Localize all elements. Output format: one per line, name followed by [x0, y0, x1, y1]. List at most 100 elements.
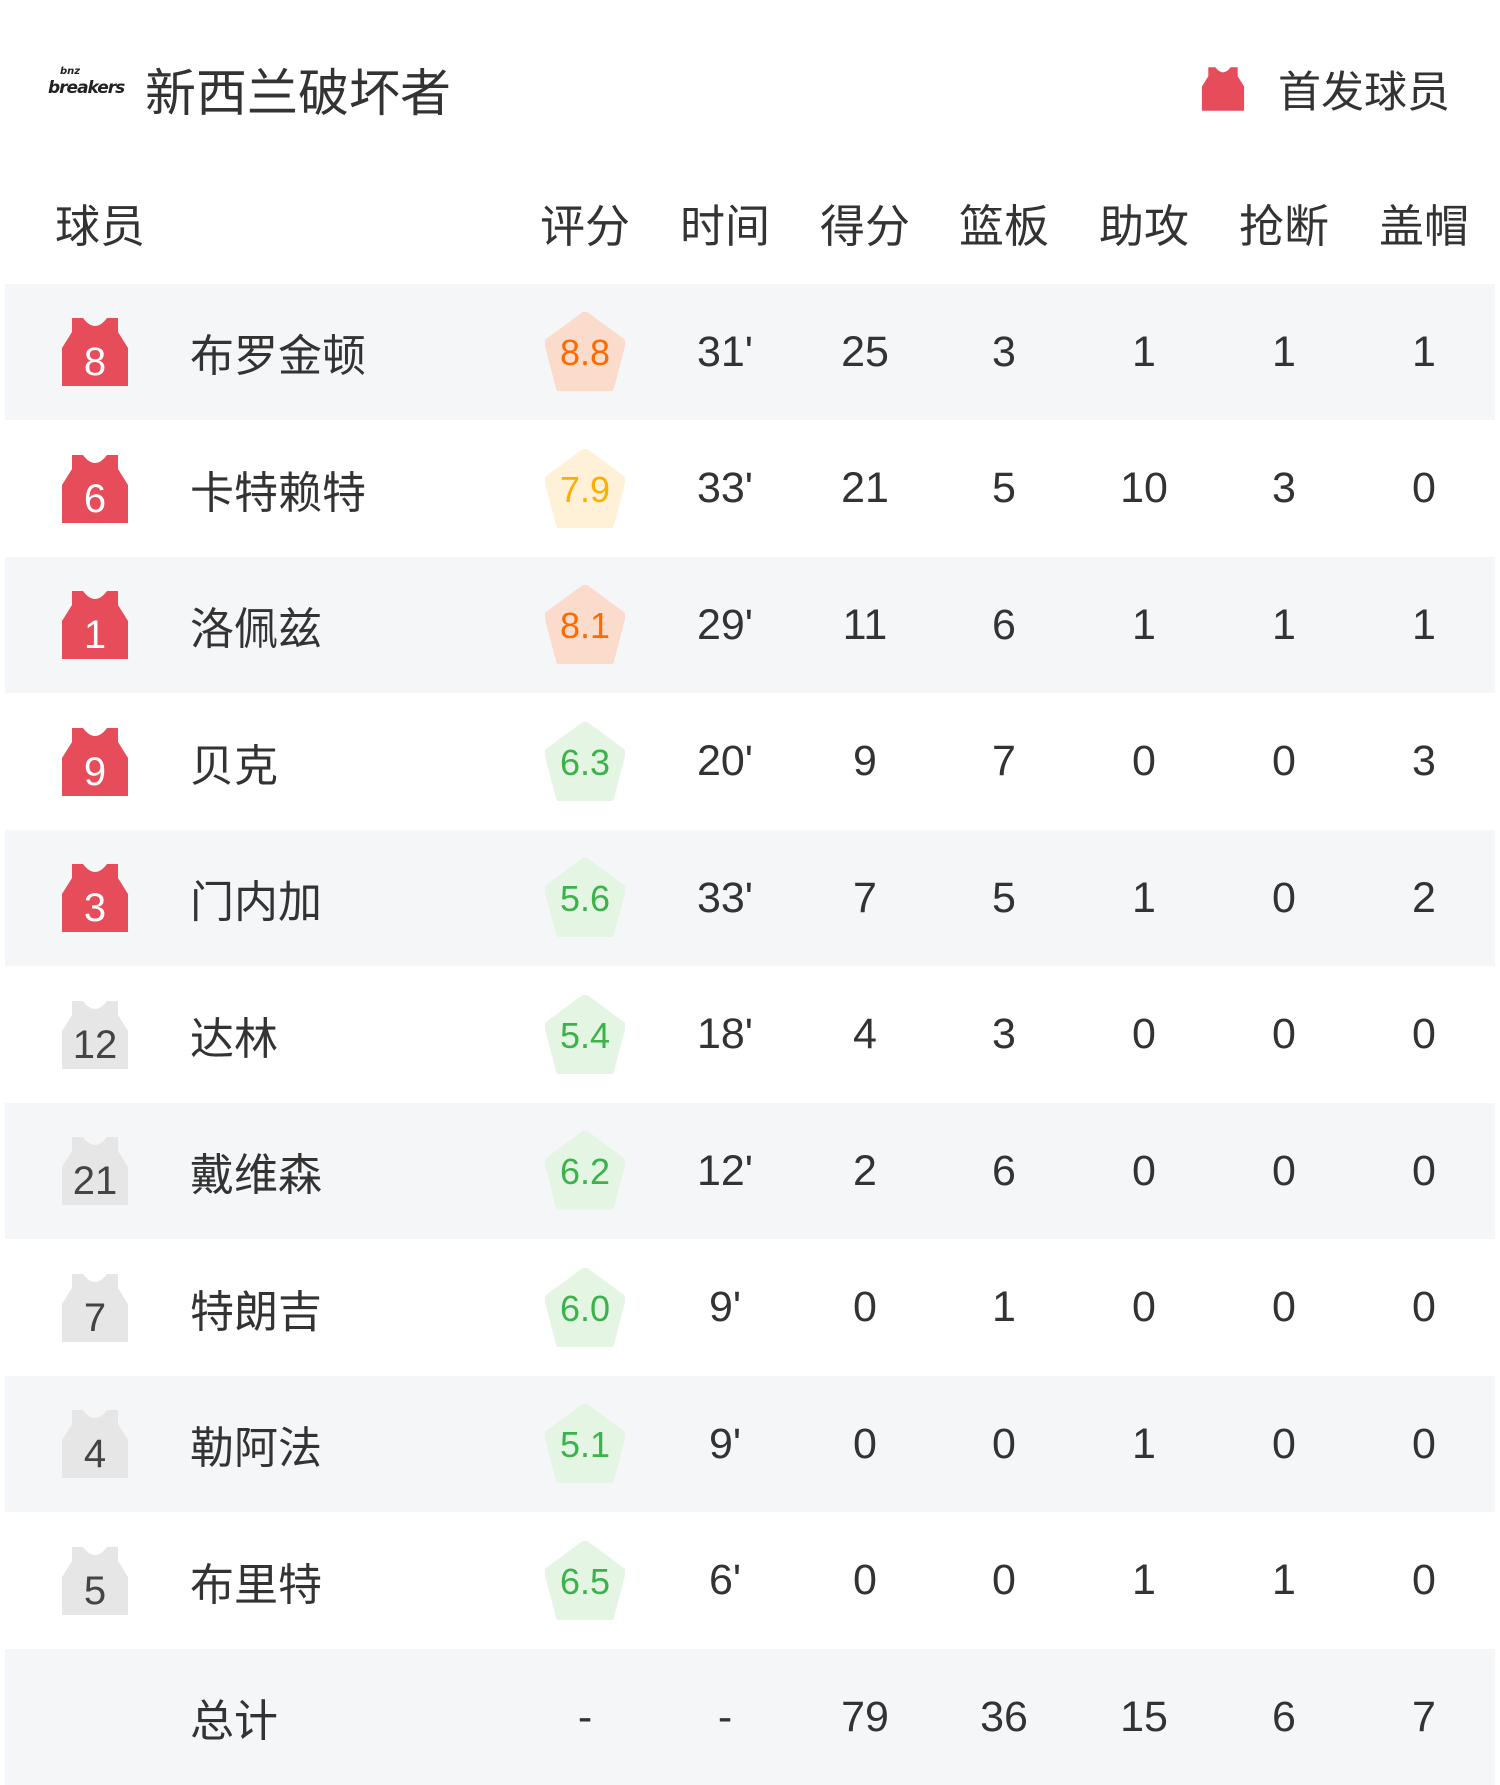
stat-pts: 0 [853, 1283, 877, 1331]
player-row[interactable]: 7 特朗吉 6.0 9' 0 1 0 0 0 [5, 1240, 1495, 1376]
rating-value: 6.2 [559, 1151, 611, 1192]
player-row[interactable]: 6 卡特赖特 7.9 33' 21 5 10 3 0 [5, 421, 1495, 557]
player-name[interactable]: 布里特 [190, 1559, 322, 1611]
stat-ast: 0 [1132, 1146, 1156, 1195]
jersey-number: 9 [83, 749, 107, 794]
stat-pts: 25 [841, 327, 889, 376]
jersey-cell: 3 [55, 830, 135, 966]
rating-badge: 6.3 [545, 721, 625, 802]
jersey-icon: 9 [60, 726, 130, 798]
rating-badge: 8.1 [545, 585, 625, 665]
stat-ast: 0 [1132, 1283, 1156, 1331]
player-row[interactable]: 9 贝克 6.3 20' 9 7 0 0 3 [5, 694, 1495, 830]
stat-rating: 6.5 [525, 1513, 645, 1649]
stat-time: 9' [708, 1419, 742, 1468]
stat-stl: 0 [1272, 1146, 1296, 1195]
stat-reb: 6 [992, 1146, 1016, 1195]
stat-rating: 6.3 [525, 694, 645, 830]
jersey-cell: 5 [55, 1513, 135, 1649]
jersey-number: 6 [83, 476, 107, 521]
column-header[interactable]: 时间 [679, 200, 770, 253]
rating-value: 6.0 [559, 1287, 611, 1329]
column-header[interactable]: 盖帽 [1378, 200, 1469, 253]
rating-value: 8.1 [559, 605, 611, 646]
column-header[interactable]: 球员 [55, 200, 146, 253]
player-row[interactable]: 1 洛佩兹 8.1 29' 11 6 1 1 1 [5, 557, 1495, 693]
column-header[interactable]: 得分 [819, 200, 910, 253]
column-header[interactable]: 评分 [539, 200, 630, 253]
stat-pts: 11 [842, 600, 888, 649]
player-name[interactable]: 门内加 [190, 877, 322, 928]
column-header[interactable]: 篮板 [958, 200, 1049, 253]
stat-reb: 3 [992, 327, 1016, 376]
jersey-icon: 3 [60, 862, 130, 934]
table-header: 球员 评分 时间 得分 篮板 助攻 抢断 盖帽 [0, 190, 1500, 260]
player-name[interactable]: 戴维森 [190, 1150, 322, 1201]
stat-reb: 6 [992, 600, 1016, 649]
player-name[interactable]: 卡特赖特 [190, 467, 366, 519]
stat-ast: 0 [1132, 737, 1156, 785]
stat-rating: 5.6 [525, 830, 645, 966]
stat-rating: 8.8 [525, 284, 645, 420]
jersey-number: 12 [72, 1022, 118, 1067]
player-row[interactable]: 8 布罗金顿 8.8 31' 25 3 1 1 1 [5, 284, 1495, 420]
stat-time: 33' [696, 873, 754, 922]
stat-stl: 1 [1272, 1556, 1296, 1604]
stat-reb: 1 [992, 1283, 1016, 1331]
rating-value: 6.3 [559, 741, 611, 783]
player-row[interactable]: 3 门内加 5.6 33' 7 5 1 0 2 [5, 830, 1495, 966]
jersey-number: 3 [83, 886, 107, 930]
player-row[interactable]: 12 达林 5.4 18' 4 3 0 0 0 [5, 967, 1495, 1103]
rating-value: 5.6 [559, 878, 611, 919]
jersey-cell: 1 [55, 557, 135, 693]
player-row[interactable]: 21 戴维森 6.2 12' 2 6 0 0 0 [5, 1103, 1495, 1239]
rating-badge: 5.4 [545, 994, 625, 1075]
stat-rating: 5.4 [525, 967, 645, 1103]
stat-reb: 5 [992, 464, 1016, 512]
stat-rating: 6.2 [525, 1103, 645, 1239]
stat-time: 9' [708, 1283, 742, 1331]
player-name[interactable]: 特朗吉 [190, 1286, 322, 1338]
player-name[interactable]: 达林 [190, 1013, 278, 1065]
stat-reb: 0 [992, 1419, 1016, 1468]
stat-reb: 5 [992, 873, 1016, 922]
jersey-cell: 8 [55, 284, 135, 420]
jersey-icon: 1 [60, 589, 130, 661]
stat-pts: 21 [841, 464, 889, 512]
jersey-cell: 12 [55, 967, 135, 1103]
team-logo: bnz breakers [48, 66, 125, 98]
stat-blk: 0 [1412, 1010, 1436, 1058]
jersey-number: 7 [83, 1295, 107, 1340]
column-header[interactable]: 助攻 [1098, 200, 1189, 253]
column-header[interactable]: 抢断 [1238, 200, 1329, 253]
stat-ast: 10 [1120, 464, 1168, 512]
jersey-icon: 6 [60, 453, 130, 525]
player-name[interactable]: 勒阿法 [190, 1423, 322, 1474]
jersey-icon: 7 [60, 1272, 130, 1344]
jersey-icon: 4 [60, 1408, 130, 1480]
jersey-icon: 8 [60, 316, 130, 388]
jersey-cell: 4 [55, 1376, 135, 1512]
stat-reb: 7 [992, 737, 1016, 785]
rating-badge: 5.1 [545, 1404, 625, 1484]
rating-badge: 8.8 [545, 312, 625, 392]
stat-stl: 0 [1272, 1419, 1296, 1468]
stat-pts: 79 [841, 1692, 889, 1741]
stat-stl: 0 [1272, 1010, 1296, 1058]
stat-pts: 7 [853, 873, 877, 922]
stat-pts: 2 [853, 1146, 877, 1195]
player-row[interactable]: 4 勒阿法 5.1 9' 0 0 1 0 0 [5, 1376, 1495, 1512]
stat-rating: 5.1 [525, 1376, 645, 1512]
stat-stl: 1 [1272, 327, 1296, 376]
stat-rating: 6.0 [525, 1240, 645, 1376]
player-name[interactable]: 贝克 [190, 740, 278, 792]
jersey-number: 4 [83, 1432, 107, 1476]
stat-time: 20' [696, 737, 754, 785]
stat-time: 6' [708, 1556, 742, 1604]
jersey-cell: 9 [55, 694, 135, 830]
stat-ast: 1 [1132, 327, 1156, 376]
player-row[interactable]: 5 布里特 6.5 6' 0 0 1 1 0 [5, 1513, 1495, 1649]
player-name[interactable]: 布罗金顿 [190, 331, 366, 382]
player-name[interactable]: 洛佩兹 [190, 604, 322, 655]
rating-badge: 6.0 [545, 1267, 625, 1348]
